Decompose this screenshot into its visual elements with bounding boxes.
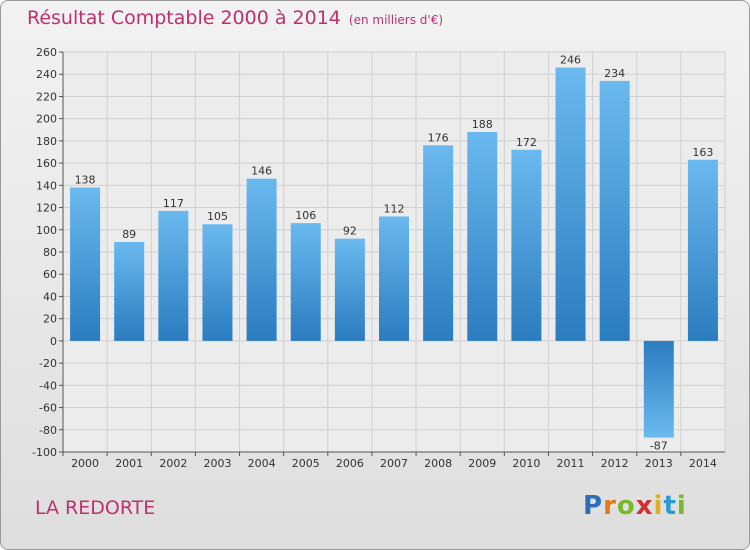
- value-label-2010: 172: [516, 136, 537, 149]
- commune-name: LA REDORTE: [35, 497, 156, 519]
- y-tick-label: -20: [39, 357, 57, 370]
- value-label-2001: 89: [122, 228, 136, 241]
- value-label-2014: 163: [692, 146, 713, 159]
- y-tick-label: 100: [36, 224, 57, 237]
- value-label-2007: 112: [384, 202, 405, 215]
- x-tick-label-2003: 2003: [203, 457, 231, 470]
- y-tick-label: 140: [36, 179, 57, 192]
- x-tick-label-2005: 2005: [292, 457, 320, 470]
- bar-2009: [467, 132, 498, 341]
- x-tick-label-2011: 2011: [557, 457, 585, 470]
- bars: [70, 67, 718, 438]
- logo-letter: r: [603, 491, 617, 521]
- value-label-2005: 106: [295, 209, 316, 222]
- axes: -100 -80 -60 -40 -20 0 20 40 60 80 100 120 140 160 180…: [32, 46, 725, 470]
- bar-2001: [114, 242, 145, 341]
- value-label-2008: 176: [428, 131, 449, 144]
- x-tick-label-2013: 2013: [645, 457, 673, 470]
- x-tick-label-2008: 2008: [424, 457, 452, 470]
- y-tick-label: -60: [39, 402, 57, 415]
- y-tick-label: 80: [43, 246, 57, 259]
- bar-2008: [423, 145, 454, 341]
- value-label-2004: 146: [251, 165, 272, 178]
- y-tick-label: 20: [43, 313, 57, 326]
- x-tick-label-2004: 2004: [248, 457, 276, 470]
- value-label-2006: 92: [343, 225, 357, 238]
- value-label-2000: 138: [75, 174, 96, 187]
- logo-letter: P: [583, 491, 604, 521]
- bar-2000: [70, 187, 101, 341]
- x-tick-label-2014: 2014: [689, 457, 717, 470]
- y-tick-label: 240: [36, 68, 57, 81]
- value-label-2013: -87: [650, 440, 668, 453]
- x-tick-label-2006: 2006: [336, 457, 364, 470]
- y-tick-label: 180: [36, 135, 57, 148]
- y-tick-label: 0: [50, 335, 57, 348]
- logo-letter: x: [635, 491, 654, 521]
- y-tick-label: 40: [43, 290, 57, 303]
- logo-letter: o: [616, 491, 636, 521]
- y-tick-label: 160: [36, 157, 57, 170]
- chart-title-text: Résultat Comptable 2000 à 2014: [27, 7, 341, 29]
- logo-letter: i: [676, 491, 687, 521]
- bar-2014: [687, 159, 718, 341]
- bar-2012: [599, 80, 630, 341]
- y-tick-label: 200: [36, 113, 57, 126]
- x-tick-label-2012: 2012: [601, 457, 629, 470]
- bar-2007: [379, 216, 409, 341]
- y-tick-label: 220: [36, 90, 57, 103]
- value-label-2002: 117: [163, 197, 184, 210]
- value-labels: 138 89 117 105 146 106 92 112 176 188 172 246 234 -87…: [75, 54, 714, 453]
- x-tick-label-2009: 2009: [468, 457, 496, 470]
- bar-2002: [158, 210, 189, 341]
- value-label-2012: 234: [604, 67, 625, 80]
- x-tick-label-2002: 2002: [159, 457, 187, 470]
- y-tick-label: 120: [36, 202, 57, 215]
- y-tick-label: 60: [43, 268, 57, 281]
- value-label-2009: 188: [472, 118, 493, 131]
- bar-2011: [555, 67, 586, 341]
- bar-2006: [334, 238, 365, 341]
- bar-2003: [202, 224, 233, 341]
- y-tick-label: -40: [39, 379, 57, 392]
- bar-2010: [511, 149, 542, 341]
- x-tick-label-2010: 2010: [512, 457, 540, 470]
- chart-subtitle: (en milliers d'€): [348, 13, 444, 27]
- x-tick-label-2001: 2001: [115, 457, 143, 470]
- logo-letter: i: [653, 491, 664, 521]
- logo-letter: t: [663, 491, 677, 521]
- value-label-2011: 246: [560, 54, 581, 67]
- bar-2004: [246, 178, 277, 341]
- proxiti-logo: Proxiti: [583, 491, 687, 521]
- chart-title: Résultat Comptable 2000 à 2014 (en millie…: [27, 7, 443, 29]
- y-tick-label: 260: [36, 46, 57, 59]
- x-tick-label-2007: 2007: [380, 457, 408, 470]
- y-tick-label: -80: [39, 424, 57, 437]
- x-tick-label-2000: 2000: [71, 457, 99, 470]
- bar-2013: [643, 340, 674, 438]
- y-tick-label: -100: [32, 446, 57, 459]
- bar-2005: [290, 223, 321, 341]
- value-label-2003: 105: [207, 210, 228, 223]
